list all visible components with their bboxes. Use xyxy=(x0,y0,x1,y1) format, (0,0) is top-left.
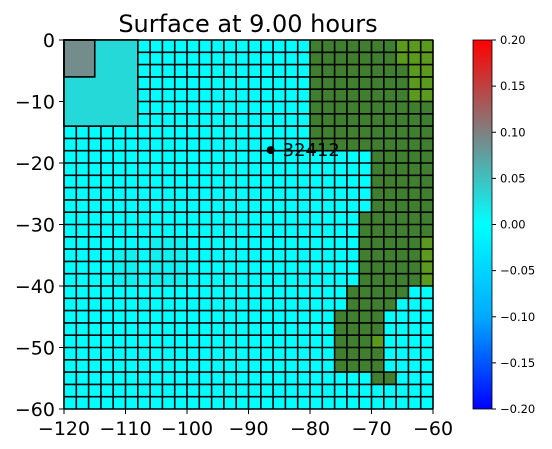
y-tick-label: −10 xyxy=(15,92,55,114)
y-axis: 0 −10 −20 −30 −40 −50 −60 xyxy=(15,30,64,421)
x-axis: −120 −110 −100 −90 −80 −70 −60 xyxy=(38,409,453,440)
y-tick-label: −30 xyxy=(15,215,55,237)
x-tick-label: −80 xyxy=(290,418,330,440)
chart-title: Surface at 9.00 hours xyxy=(118,10,377,38)
x-tick-label: −70 xyxy=(351,418,391,440)
land-cell xyxy=(371,150,433,213)
x-tick-label: −60 xyxy=(413,418,453,440)
colorbar-tick-label: 0.05 xyxy=(500,171,526,185)
y-tick-label: −40 xyxy=(15,276,55,298)
patch-layer xyxy=(63,39,139,127)
colorbar-tick-label: −0.20 xyxy=(500,402,535,416)
x-tick-label: −100 xyxy=(161,418,213,440)
colorbar-tick-label: 0.20 xyxy=(500,33,526,47)
colorbar-bar xyxy=(472,39,493,410)
y-tick-label: −50 xyxy=(15,338,55,360)
colorbar-tick-label: −0.10 xyxy=(500,310,535,324)
gauge-label: 32412 xyxy=(283,140,340,161)
land-cell xyxy=(346,286,409,299)
colorbar-tick-label: 0.15 xyxy=(500,79,526,93)
plot-area: 32412 xyxy=(63,39,434,410)
colorbar-tick-label: 0.10 xyxy=(500,125,526,139)
x-tick-label: −90 xyxy=(228,418,268,440)
colorbar-tick-label: 0.00 xyxy=(500,218,526,232)
colorbar-ticks: 0.20 0.15 0.10 0.05 0.00 −0.05 −0.10 −0.15 −0.20 xyxy=(492,33,535,416)
level3-patch xyxy=(64,40,95,77)
y-tick-label: −20 xyxy=(15,153,55,175)
colorbar-tick-label: −0.05 xyxy=(500,264,535,278)
colorbar-tick-label: −0.15 xyxy=(500,356,535,370)
land-cell-light xyxy=(371,335,384,348)
x-tick-label: −120 xyxy=(38,418,90,440)
y-tick-label: −60 xyxy=(15,399,55,421)
colorbar: 0.20 0.15 0.10 0.05 0.00 −0.05 −0.10 −0.15 −0.20 xyxy=(472,33,535,416)
y-tick-label: 0 xyxy=(43,30,55,52)
gauge-marker xyxy=(266,146,275,155)
gauge-layer: 32412 xyxy=(266,140,340,161)
x-tick-label: −110 xyxy=(99,418,151,440)
